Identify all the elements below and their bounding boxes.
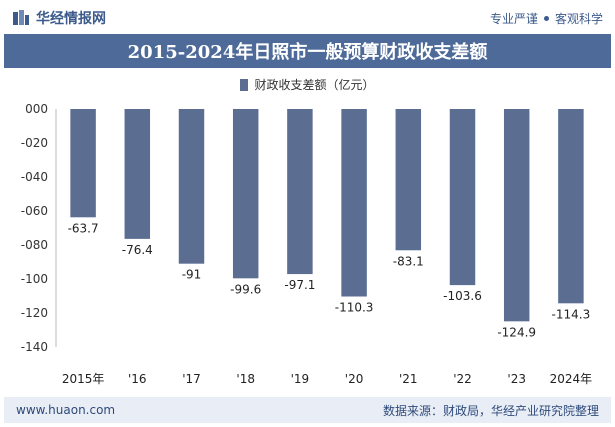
brand-name: 华经情报网	[36, 11, 106, 27]
bar	[395, 109, 422, 251]
x-tick-label: '16	[128, 372, 147, 386]
y-tick-label: 000	[25, 102, 48, 116]
bar-value-label: -97.1	[284, 278, 315, 292]
bar-value-label: -83.1	[393, 254, 424, 268]
bar-value-label: -103.6	[443, 289, 482, 303]
footer-url[interactable]: www.huaon.com	[16, 403, 116, 417]
bar-value-label: -110.3	[335, 301, 374, 315]
bar-value-label: -124.9	[497, 325, 536, 339]
tagline: 专业严谨 客观科学	[490, 10, 603, 27]
footer-bar: www.huaon.com 数据来源：财政局，华经产业研究院整理	[4, 397, 611, 423]
bar-value-label: -91	[182, 268, 202, 282]
bar	[178, 109, 205, 264]
x-tick-label: 2015年	[62, 372, 105, 386]
chart-title: 2015-2024年日照市一般预算财政收支差额	[127, 42, 488, 63]
brand-logo-icon	[13, 10, 29, 25]
x-tick-label: '18	[236, 372, 255, 386]
y-tick-label: -020	[21, 136, 48, 150]
bar-value-label: -76.4	[122, 243, 153, 257]
legend-swatch	[240, 78, 249, 91]
brand[interactable]: 华经情报网	[12, 8, 106, 28]
bar-value-label: -63.7	[68, 221, 99, 235]
tagline-1: 专业严谨	[489, 12, 538, 26]
x-tick-label: '23	[507, 372, 526, 386]
bar	[449, 109, 476, 286]
y-tick-label: -100	[21, 272, 48, 286]
bar	[287, 109, 313, 275]
x-tick-label: '20	[345, 372, 364, 386]
bar-value-label: -99.6	[230, 282, 261, 296]
y-tick-label: -120	[21, 306, 48, 320]
bar-value-label: -114.3	[552, 307, 591, 321]
chart-legend: 财政收支差额（亿元）	[0, 76, 615, 93]
bar	[503, 109, 530, 322]
bullet-icon	[543, 16, 549, 21]
y-tick-label: -140	[21, 340, 48, 354]
bar	[232, 109, 259, 279]
tagline-2: 客观科学	[554, 12, 603, 26]
x-tick-label: '22	[453, 372, 472, 386]
bar	[124, 109, 151, 239]
x-tick-label: '17	[182, 372, 201, 386]
bar	[558, 109, 584, 304]
x-tick-label: 2024年	[550, 372, 593, 386]
header-bar: 华经情报网 专业严谨 客观科学	[0, 0, 615, 34]
x-tick-label: '19	[291, 372, 310, 386]
y-tick-label: -040	[21, 170, 48, 184]
bar	[70, 109, 96, 218]
y-tick-label: -080	[21, 238, 48, 252]
bar-chart: 000 -020 -040 -060 -080 -100 -120 -140 -63.7 2015…	[21, 102, 593, 386]
chart-title-bar: 2015-2024年日照市一般预算财政收支差额	[4, 34, 611, 68]
legend-label: 财政收支差额（亿元）	[254, 78, 375, 92]
y-tick-label: -060	[21, 204, 48, 218]
x-tick-label: '21	[399, 372, 418, 386]
bar	[341, 109, 367, 297]
footer-source: 数据来源：财政局，华经产业研究院整理	[382, 403, 599, 418]
